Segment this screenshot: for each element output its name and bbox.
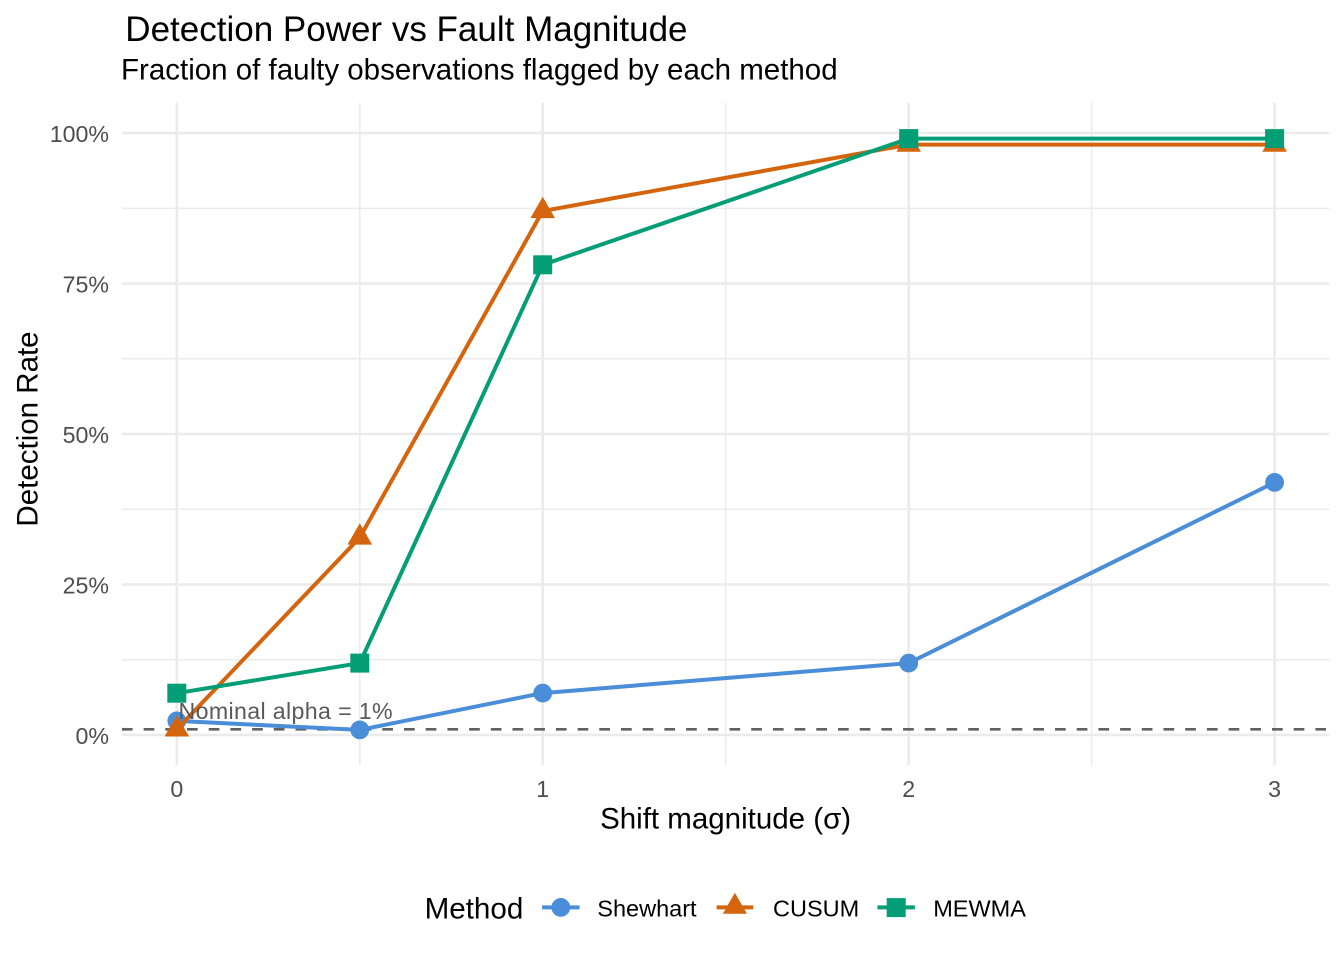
svg-text:Shift magnitude (σ): Shift magnitude (σ)	[600, 803, 851, 836]
svg-text:75%: 75%	[63, 272, 109, 298]
svg-text:Detection Power vs Fault Magni: Detection Power vs Fault Magnitude	[125, 10, 687, 49]
svg-text:Shewhart: Shewhart	[597, 896, 697, 922]
svg-text:Nominal alpha = 1%: Nominal alpha = 1%	[179, 698, 393, 724]
svg-text:3: 3	[1268, 776, 1281, 802]
svg-text:Method: Method	[425, 893, 524, 926]
svg-text:Detection Rate: Detection Rate	[12, 331, 45, 526]
svg-text:2: 2	[902, 776, 915, 802]
svg-text:0%: 0%	[75, 723, 109, 749]
svg-text:0: 0	[170, 776, 183, 802]
svg-text:100%: 100%	[50, 121, 109, 147]
svg-text:MEWMA: MEWMA	[933, 896, 1026, 922]
svg-text:Fraction of faulty observation: Fraction of faulty observations flagged …	[121, 54, 838, 87]
svg-text:1: 1	[536, 776, 549, 802]
svg-text:25%: 25%	[63, 572, 109, 598]
svg-text:50%: 50%	[63, 422, 109, 448]
svg-text:CUSUM: CUSUM	[773, 896, 859, 922]
